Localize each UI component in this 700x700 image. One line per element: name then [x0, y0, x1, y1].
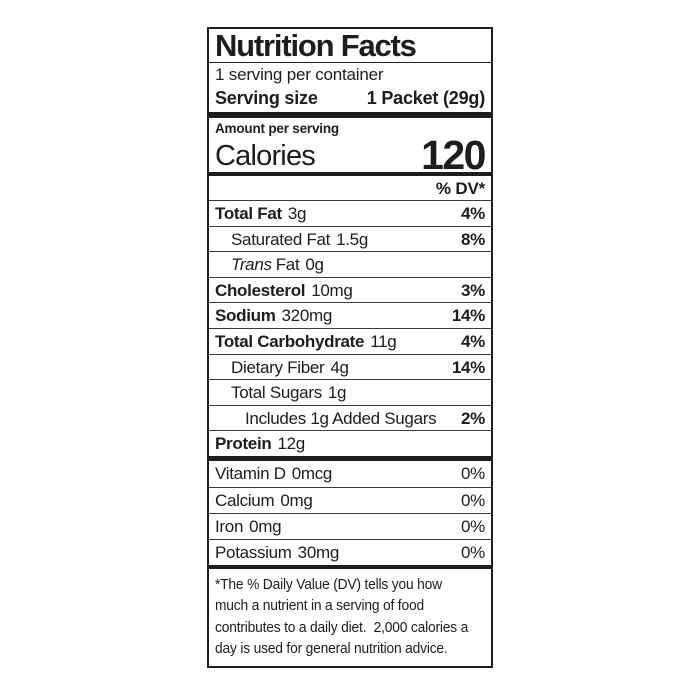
nutrient-name-amount: Trans Fat 0g [231, 255, 324, 275]
nutrient-dv: 4% [461, 331, 485, 351]
nutrient-dv: 0% [461, 463, 485, 483]
divider-footnote [209, 564, 491, 569]
amount-per-serving-label: Amount per serving [215, 121, 339, 136]
row-dietary-fiber: Dietary Fiber 4g 14% [209, 353, 491, 380]
nutrient-name-amount: Total Sugars 1g [231, 383, 347, 403]
nutrient-name-amount: Protein 12g [215, 434, 305, 454]
nutrient-name-amount: Total Carbohydrate 11g [215, 331, 397, 351]
daily-value-footnote: *The % Daily Value (DV) tells you how mu… [209, 569, 491, 660]
row-added-sugars: Includes 1g Added Sugars 2% [209, 404, 491, 431]
nutrient-dv: 3% [461, 280, 485, 300]
divider-protein [209, 455, 491, 461]
nutrient-name-amount: Iron 0mg [215, 516, 282, 536]
nutrient-name-amount: Sodium 320mg [215, 306, 333, 326]
daily-value-header: % DV* [435, 179, 485, 198]
label-title: Nutrition Facts [209, 29, 491, 63]
row-cholesterol: Cholesterol 10mg 3% [209, 276, 491, 303]
divider-calories [209, 172, 491, 176]
row-total-carbohydrate: Total Carbohydrate 11g 4% [209, 327, 491, 354]
row-potassium: Potassium 30mg 0% [209, 538, 491, 565]
nutrient-dv: 0% [461, 516, 485, 536]
footnote-line: contributes to a daily diet. 2,000 calor… [215, 618, 469, 636]
footnote-line: day is used for general nutrition advice… [215, 640, 448, 658]
row-sodium: Sodium 320mg 14% [209, 302, 491, 328]
nutrient-dv: 0% [461, 542, 485, 562]
row-total-fat: Total Fat 3g 4% [209, 200, 491, 226]
nutrient-dv: 2% [461, 408, 485, 428]
serving-size-label: Serving size [215, 88, 318, 108]
row-saturated-fat: Saturated Fat 1.5g 8% [209, 225, 491, 252]
footnote-line: much a nutrient in a serving of food [215, 597, 424, 615]
nutrient-dv: 0% [461, 490, 485, 510]
nutrient-name-amount: Total Fat 3g [215, 204, 307, 223]
nutrient-dv: 4% [461, 204, 485, 223]
calories-label: Calories [215, 140, 316, 172]
nutrient-name-amount: Calcium 0mg [215, 490, 313, 510]
serving-size-row: Serving size 1 Packet (29g) [209, 85, 491, 112]
serving-size-value: 1 Packet (29g) [366, 88, 485, 108]
nutrient-name-amount: Dietary Fiber 4g [231, 357, 349, 377]
row-vitamin-d: Vitamin D 0mcg 0% [209, 461, 491, 487]
nutrient-dv: 14% [451, 306, 485, 326]
row-total-sugars: Total Sugars 1g [209, 379, 491, 405]
nutrient-dv: 8% [461, 229, 485, 249]
nutrient-name-amount: Includes 1g Added Sugars [245, 408, 437, 428]
row-protein: Protein 12g [209, 430, 491, 456]
nutrient-name-amount: Cholesterol 10mg [215, 280, 353, 300]
calories-row: Calories 120 [209, 132, 491, 178]
row-calcium: Calcium 0mg 0% [209, 486, 491, 513]
footnote-line: *The % Daily Value (DV) tells you how [215, 575, 442, 593]
row-trans-fat: Trans Fat 0g [209, 251, 491, 277]
nutrition-facts-label: Nutrition Facts 1 serving per container … [207, 27, 493, 668]
row-iron: Iron 0mg 0% [209, 512, 491, 539]
servings-per-container: 1 serving per container [215, 65, 384, 84]
calories-value: 120 [421, 132, 486, 178]
nutrient-name-amount: Saturated Fat 1.5g [231, 229, 368, 249]
nutrient-dv: 14% [451, 357, 485, 377]
nutrient-name-amount: Vitamin D 0mcg [215, 463, 333, 483]
nutrient-name-amount: Potassium 30mg [215, 542, 339, 562]
divider-thick-top [209, 112, 491, 118]
